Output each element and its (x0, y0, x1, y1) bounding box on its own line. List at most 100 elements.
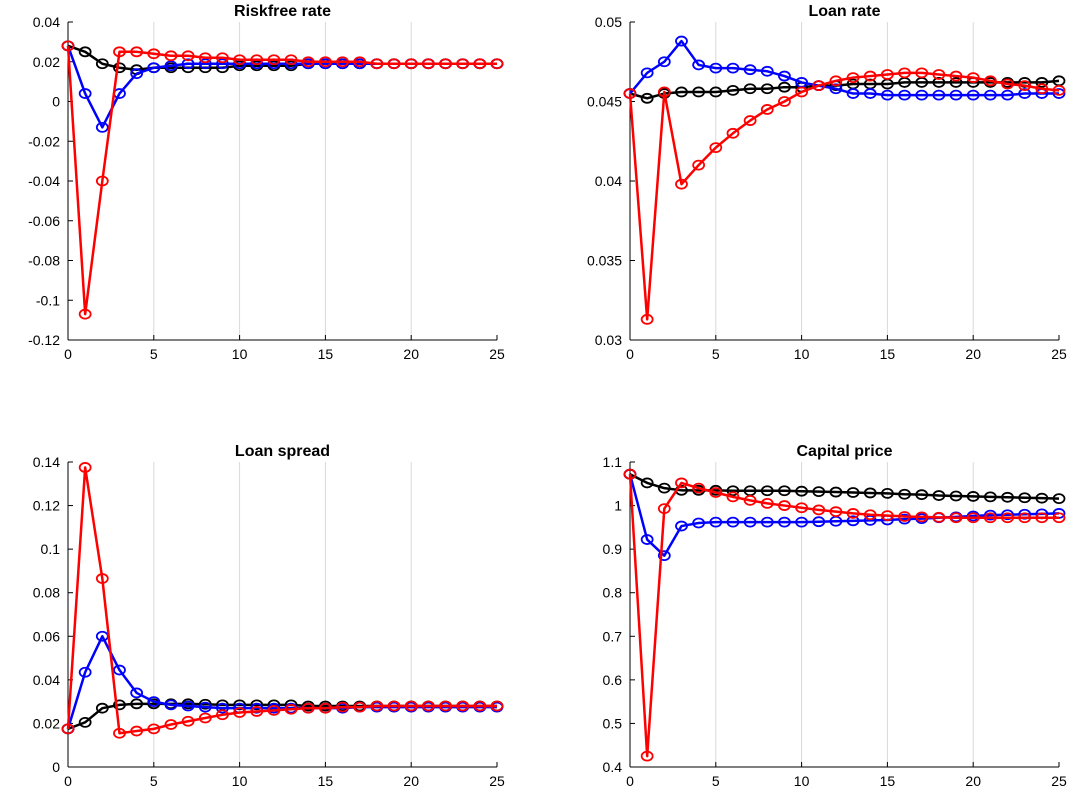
chart-3-series-2-point-5 (709, 487, 723, 498)
chart-2-series-2-line (66, 466, 497, 735)
chart-1-series-2-point-6 (726, 127, 740, 139)
chart-0-series-1-point-5 (147, 62, 161, 74)
chart-3-series-0-point-24 (1035, 492, 1049, 504)
chart-3-series-1-line (628, 473, 1060, 557)
chart-3-series-2-point-21 (983, 512, 997, 524)
chart-1-series-1-point-13 (846, 88, 860, 99)
chart-1-series-1-line (629, 39, 1059, 97)
chart-1-series-1-point-8 (760, 65, 774, 77)
chart-3-y-tick-label-5: 0.9 (603, 541, 623, 557)
chart-3-y-tick-label-7: 1.1 (603, 454, 623, 470)
chart-3-series-0-point-16 (898, 488, 911, 500)
chart-2-series-2-point-11 (250, 706, 264, 717)
chart-2: 0 5 10 15 20 25 0 0.02 0.04 0.06 0.08 0.1 0.12 0.14 Lo… (33, 443, 505, 789)
chart-3-series-0-point-2 (657, 482, 671, 494)
chart-1-series-2-point-11 (812, 80, 826, 91)
chart-1-series-1-point-15 (881, 89, 894, 101)
chart-2-x-tick-label-4: 20 (403, 773, 419, 789)
chart-2-series-2-point-1 (78, 462, 92, 473)
chart-1-y-tick-label-3: 0.045 (587, 94, 622, 110)
chart-2-series-1-point-7 (181, 700, 195, 712)
chart-1-series-1-point-18 (932, 89, 946, 101)
chart-3-series-1-point-1 (640, 534, 654, 545)
chart-3-series-2-point-16 (898, 511, 911, 522)
chart-1-series-1-point-21 (983, 89, 997, 101)
chart-3-x-tick-label-5: 25 (1051, 773, 1067, 789)
chart-0-series-2-point-17 (353, 56, 367, 68)
chart-0-series-2-point-0 (61, 40, 75, 52)
chart-1-series-1-point-5 (709, 62, 723, 74)
chart-2-series-1-point-8 (198, 701, 212, 713)
chart-1-series-0-point-1 (640, 92, 654, 104)
chart-3-y-tick-label-1: 0.5 (603, 715, 623, 731)
chart-0-y-tick-label-1: -0.1 (36, 292, 60, 308)
chart-0-series-2-point-18 (370, 58, 384, 70)
chart-0-x-tick-label-2: 10 (232, 346, 248, 362)
chart-1-series-2-point-18 (932, 69, 946, 80)
chart-3-series-0-point-22 (1001, 491, 1014, 503)
chart-1-series-1-point-3 (675, 35, 688, 47)
chart-1-series-2-point-1 (640, 313, 654, 325)
chart-0-series-2-point-2 (95, 175, 109, 187)
chart-3-series-2-line (628, 474, 1059, 758)
chart-3-series-0-line (629, 473, 1060, 500)
chart-2-series-1-line (66, 635, 497, 730)
chart-2-series-2-point-20 (404, 700, 418, 712)
chart-2-y-tick-label-5: 0.1 (41, 541, 61, 557)
chart-1-series-1-point-22 (1001, 89, 1014, 101)
chart-0-y-tick-label-2: -0.08 (28, 253, 60, 269)
chart-3-series-1-point-9 (778, 516, 791, 528)
chart-3-series-0-point-14 (863, 487, 877, 499)
chart-0-series-2-point-15 (318, 56, 332, 68)
chart-3-y-tick-label-0: 0.4 (603, 759, 623, 775)
chart-3-series-0-point-20 (966, 491, 980, 502)
chart-0-series-2-point-6 (164, 50, 178, 62)
chart-0-series-1-line (66, 45, 497, 129)
chart-3-series-2-point-2 (657, 503, 671, 515)
chart-3-series-2-point-10 (795, 502, 808, 514)
chart-1-series-1-point-14 (863, 88, 877, 99)
chart-1-series-0-point-7 (743, 83, 757, 95)
chart-1-series-1-point-17 (915, 89, 929, 101)
chart-2-series-2-point-16 (336, 701, 349, 713)
chart-1-series-0-point-24 (1035, 77, 1049, 88)
chart-0-series-1-point-9 (216, 58, 229, 70)
chart-2-series-2-point-12 (267, 704, 281, 716)
chart-2-series-2-point-18 (370, 700, 384, 712)
chart-3-series-2-point-18 (932, 511, 946, 523)
chart-1-series-2-point-15 (881, 69, 894, 80)
chart-1-y-tick-label-2: 0.04 (595, 173, 622, 189)
chart-2-x-tick-label-3: 15 (318, 773, 334, 789)
chart-0-series-2-point-8 (198, 52, 212, 64)
chart-2-series-2-point-0 (61, 723, 75, 735)
chart-2-x-tick-label-1: 5 (150, 773, 158, 789)
chart-1-series-2-point-22 (1001, 78, 1014, 90)
chart-2-series-2-point-6 (164, 719, 178, 730)
chart-3-series-0-point-1 (640, 477, 654, 489)
chart-0-series-2-point-1 (78, 308, 92, 320)
chart-0-series-1-point-1 (78, 88, 92, 99)
chart-3-series-2-point-22 (1001, 512, 1014, 524)
chart-2-series-1-point-5 (147, 696, 161, 708)
chart-1-series-1-point-12 (829, 83, 843, 95)
chart-2-x-tick-label-2: 10 (232, 773, 248, 789)
chart-1-series-2-point-24 (1035, 83, 1049, 95)
chart-1-series-1-point-1 (640, 67, 654, 79)
chart-2-y-tick-label-1: 0.02 (33, 715, 60, 731)
chart-0-y-tick-label-4: -0.04 (28, 173, 60, 189)
chart-2-series-2-point-8 (198, 712, 212, 724)
chart-1-series-0-point-8 (760, 83, 774, 95)
chart-3-series-2-point-12 (829, 506, 843, 518)
chart-2-series-2-point-4 (130, 725, 144, 737)
chart-0-series-2-point-13 (284, 54, 298, 66)
chart-1-series-2-point-17 (915, 67, 929, 79)
chart-0-y-tick-label-5: -0.02 (28, 133, 60, 149)
chart-3-y-tick-label-6: 1 (614, 498, 622, 514)
chart-1-series-0-point-6 (726, 84, 740, 96)
chart-1-series-2-point-2 (657, 86, 671, 98)
chart-3-series-1-point-6 (726, 516, 740, 528)
chart-0-series-2-point-25 (490, 58, 504, 70)
chart-1-series-2-point-21 (983, 75, 997, 87)
chart-1-series-0-point-4 (692, 86, 706, 98)
chart-2-series-2-point-17 (353, 701, 367, 713)
